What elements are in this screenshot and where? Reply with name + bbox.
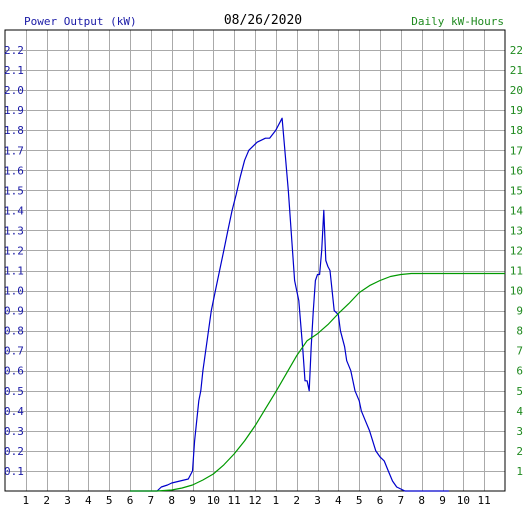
power-series-line <box>130 117 449 492</box>
bottom-axis-ticks: 1 2 3 4 5 6 7 8 9 10 11 12 1 2 3 4 5 6 7 8 9 10 11 <box>23 494 491 507</box>
left-tick-label: 1.6 <box>4 164 24 177</box>
right-tick-label: 8 <box>516 325 523 338</box>
right-tick-label: 16 <box>510 164 523 177</box>
right-axis-label: Daily kW-Hours <box>411 15 504 28</box>
x-tick-label: 5 <box>356 494 363 507</box>
x-tick-label: 2 <box>43 494 50 507</box>
left-tick-label: 1.9 <box>4 104 24 117</box>
x-tick-label: 2 <box>293 494 300 507</box>
x-tick-label: 11 <box>478 494 491 507</box>
x-tick-label: 9 <box>439 494 446 507</box>
x-tick-label: 7 <box>148 494 155 507</box>
x-tick-label: 11 <box>228 494 241 507</box>
right-tick-label: 1 <box>516 465 523 478</box>
left-tick-label: 1.3 <box>4 224 24 237</box>
right-tick-label: 2 <box>516 445 523 458</box>
right-tick-label: 7 <box>516 345 523 358</box>
left-tick-label: 0.1 <box>4 465 24 478</box>
left-tick-label: 2.2 <box>4 44 24 57</box>
right-tick-label: 5 <box>516 385 523 398</box>
x-tick-label: 4 <box>85 494 92 507</box>
x-tick-label: 5 <box>106 494 113 507</box>
right-tick-label: 18 <box>510 124 523 137</box>
right-tick-label: 22 <box>510 44 523 57</box>
right-tick-label: 15 <box>510 184 523 197</box>
right-tick-label: 21 <box>510 64 523 77</box>
energy-series-line <box>130 272 505 492</box>
x-tick-label: 6 <box>127 494 134 507</box>
x-tick-label: 1 <box>23 494 30 507</box>
series-lines <box>130 117 505 492</box>
x-tick-label: 12 <box>248 494 261 507</box>
right-tick-label: 20 <box>510 84 523 97</box>
right-tick-label: 11 <box>510 265 523 278</box>
x-tick-label: 10 <box>207 494 220 507</box>
left-tick-label: 0.4 <box>4 405 24 418</box>
right-tick-label: 19 <box>510 104 523 117</box>
left-tick-label: 0.9 <box>4 305 24 318</box>
left-tick-label: 1.5 <box>4 184 24 197</box>
right-tick-label: 3 <box>516 425 523 438</box>
left-tick-label: 0.5 <box>4 385 24 398</box>
left-tick-label: 2.0 <box>4 84 24 97</box>
x-tick-label: 8 <box>168 494 175 507</box>
x-tick-label: 1 <box>273 494 280 507</box>
left-tick-label: 0.3 <box>4 425 24 438</box>
left-tick-label: 2.1 <box>4 64 24 77</box>
right-tick-label: 10 <box>510 285 523 298</box>
left-tick-label: 0.6 <box>4 365 24 378</box>
left-axis-ticks: 0.1 0.2 0.3 0.4 0.5 0.6 0.7 0.8 0.9 1.0 1.1 1.2 1.3 1… <box>4 44 24 478</box>
left-tick-label: 1.8 <box>4 124 24 137</box>
right-tick-label: 14 <box>510 204 524 217</box>
x-tick-label: 3 <box>314 494 321 507</box>
left-tick-label: 1.7 <box>4 144 24 157</box>
right-tick-label: 9 <box>516 305 523 318</box>
left-tick-label: 1.1 <box>4 265 24 278</box>
right-tick-label: 4 <box>516 405 523 418</box>
x-tick-label: 8 <box>418 494 425 507</box>
grid <box>5 30 505 491</box>
x-tick-label: 10 <box>457 494 470 507</box>
right-tick-label: 12 <box>510 244 523 257</box>
x-tick-label: 3 <box>64 494 71 507</box>
x-tick-label: 9 <box>189 494 196 507</box>
plot-frame <box>4 29 506 492</box>
x-tick-label: 7 <box>398 494 405 507</box>
chart-title: 08/26/2020 <box>224 13 302 28</box>
left-tick-label: 0.8 <box>4 325 24 338</box>
x-tick-label: 4 <box>335 494 342 507</box>
left-tick-label: 1.0 <box>4 285 24 298</box>
left-tick-label: 1.2 <box>4 244 24 257</box>
left-axis-label: Power Output (kW) <box>24 15 137 28</box>
x-tick-label: 6 <box>377 494 384 507</box>
right-tick-label: 6 <box>516 365 523 378</box>
left-tick-label: 0.7 <box>4 345 24 358</box>
left-tick-label: 0.2 <box>4 445 24 458</box>
right-tick-label: 17 <box>510 144 523 157</box>
left-tick-label: 1.4 <box>4 204 24 217</box>
right-tick-label: 13 <box>510 224 523 237</box>
